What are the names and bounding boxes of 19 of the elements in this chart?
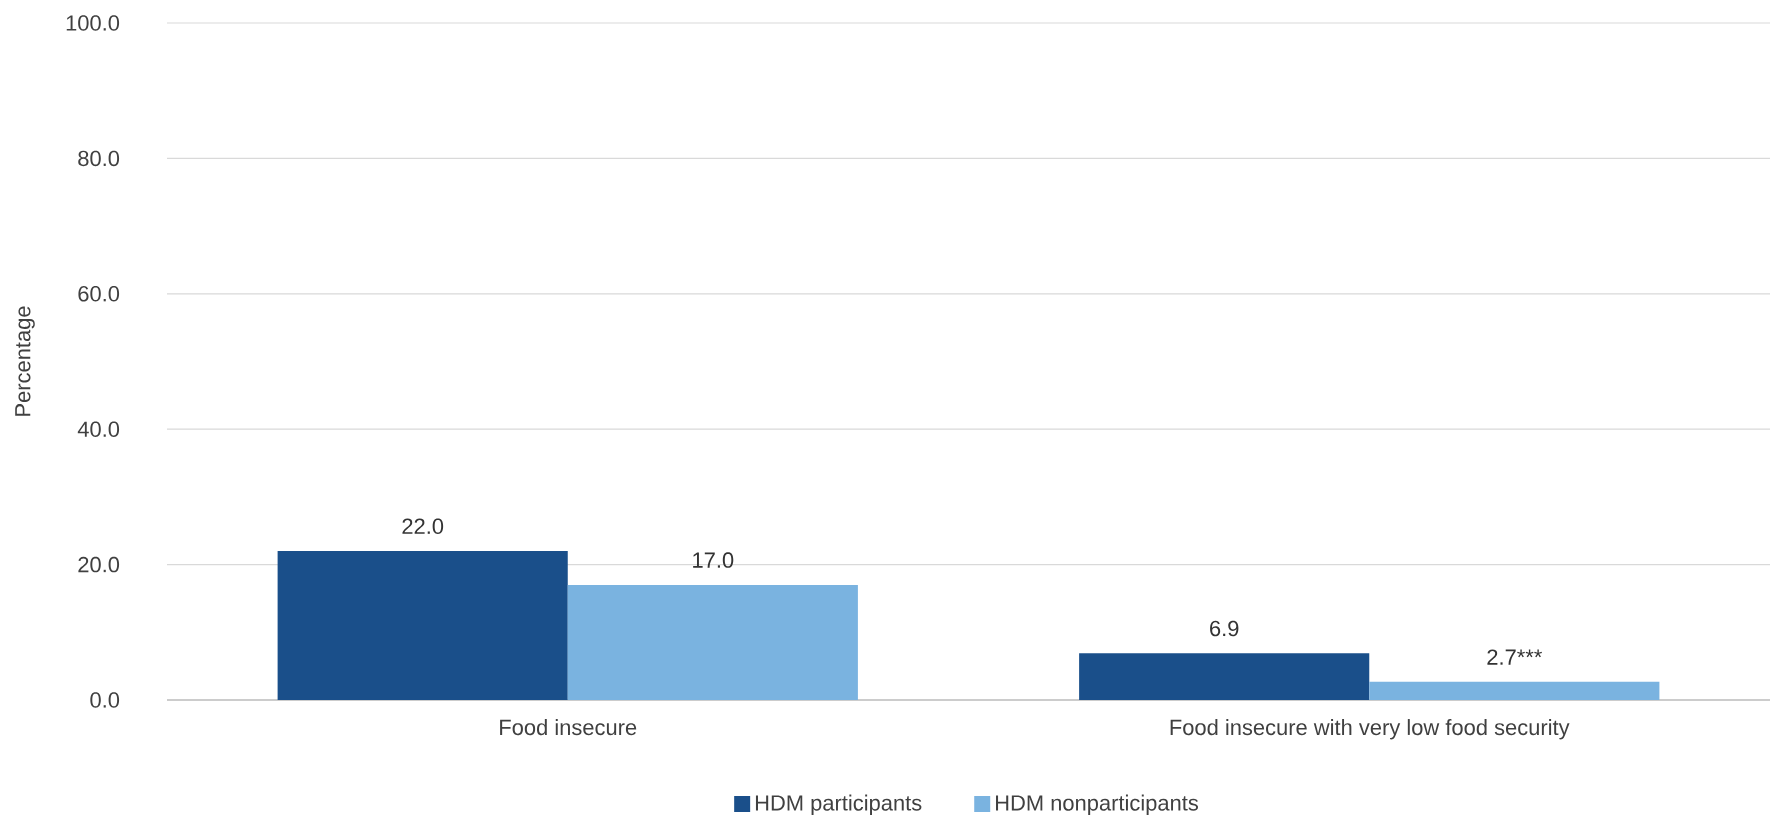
- y-tick-label: 100.0: [66, 15, 120, 31]
- legend-label: HDM nonparticipants: [996, 794, 1199, 815]
- y-tick-label: 0.0: [90, 692, 120, 708]
- data-label: 2.7***: [1487, 649, 1543, 665]
- x-tick-label: Food insecure: [500, 719, 637, 736]
- data-label: 22.0: [402, 518, 444, 535]
- x-tick-label: Food insecure with very low food security: [1170, 719, 1570, 740]
- data-label: 17.0: [693, 552, 734, 568]
- y-tick-label: 40.0: [77, 421, 120, 437]
- y-tick-label: 80.0: [78, 150, 120, 167]
- y-axis-title: Percentage: [15, 306, 35, 416]
- bar: [277, 551, 568, 700]
- data-label: 6.9: [1210, 620, 1239, 637]
- bar: [567, 584, 858, 700]
- bar: [1079, 653, 1370, 700]
- y-tick-label: 60.0: [78, 286, 120, 302]
- y-tick-label: 20.0: [78, 556, 120, 573]
- legend-label: HDM participants: [755, 794, 922, 815]
- bar: [1369, 681, 1660, 700]
